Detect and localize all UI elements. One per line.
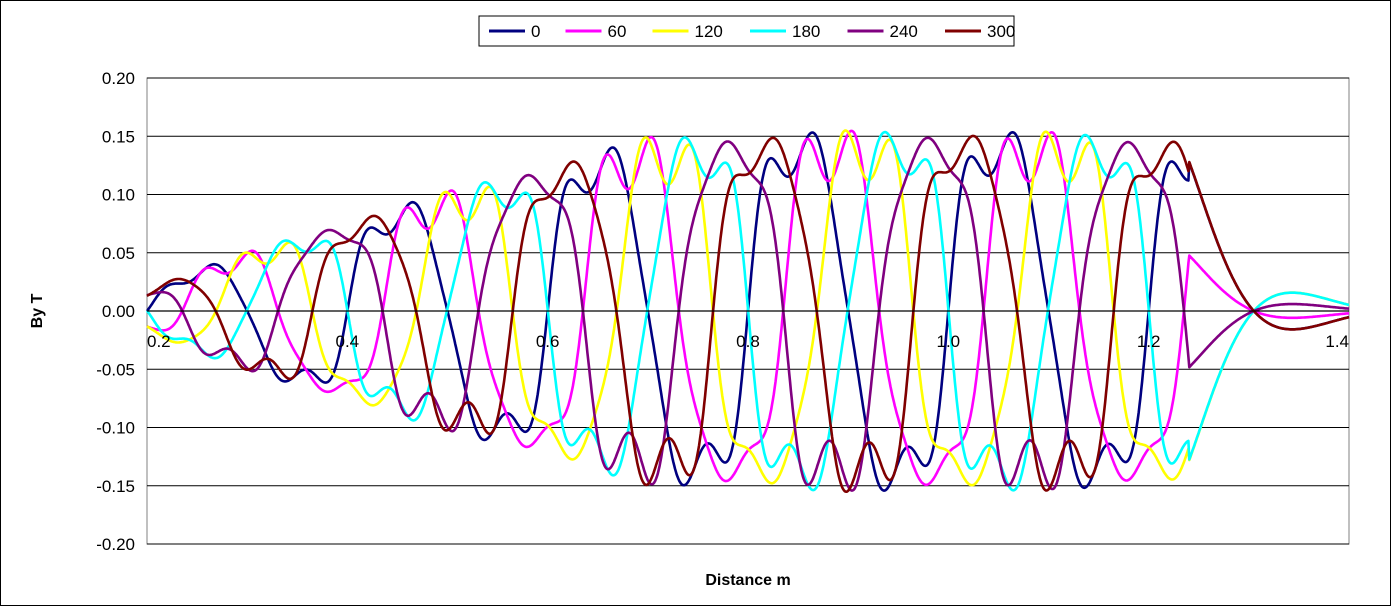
series-line-180	[145, 130, 1350, 492]
y-tick-label: -0.15	[96, 477, 135, 496]
x-tick-label: 0.6	[536, 332, 560, 351]
y-tick-label: -0.10	[96, 419, 135, 438]
y-tick-label: -0.20	[96, 535, 135, 554]
legend-label-120: 120	[695, 22, 723, 41]
y-tick-label: -0.05	[96, 360, 135, 379]
legend-label-240: 240	[890, 22, 918, 41]
series-line-240	[146, 136, 1350, 492]
y-tick-label: 0.05	[102, 244, 135, 263]
x-tick-label: 0.8	[736, 332, 760, 351]
y-tick-label: 0.00	[102, 302, 135, 321]
x-tick-label: 0.4	[336, 332, 360, 351]
legend-label-60: 60	[608, 22, 627, 41]
y-tick-label: 0.10	[102, 186, 135, 205]
y-axis-title: By T	[29, 293, 46, 328]
legend-label-300: 300	[987, 22, 1015, 41]
legend-box	[478, 15, 1015, 47]
x-tick-label: 1.2	[1137, 332, 1161, 351]
legend-label-180: 180	[792, 22, 820, 41]
plot-area: 0.20 0.15 0.10 0.05 0.00 -0.05 -0.10 -0.15 -0.20…	[96, 69, 1350, 554]
x-axis-title: Distance m	[705, 572, 790, 589]
series-line-120	[146, 129, 1350, 487]
x-tick-label: 0.2	[147, 332, 171, 351]
x-tick-label: 1.0	[937, 332, 961, 351]
y-tick-label: 0.20	[102, 69, 135, 88]
legend-label-0: 0	[531, 22, 540, 41]
x-tick-label: 1.4	[1325, 332, 1349, 351]
legend: 0 60 120 180 240 300	[478, 15, 1015, 47]
series-line-300	[146, 134, 1350, 494]
y-tick-label: 0.15	[102, 127, 135, 146]
